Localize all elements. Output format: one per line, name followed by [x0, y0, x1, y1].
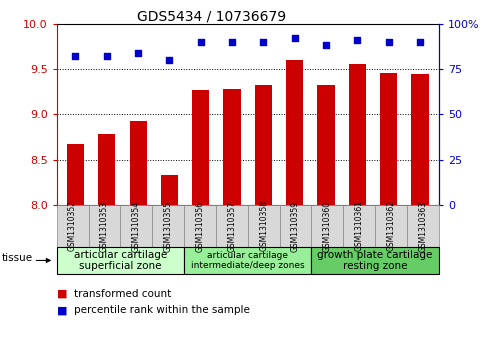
Bar [67, 144, 84, 205]
Point [322, 42, 330, 48]
Point [416, 39, 424, 45]
Point [134, 50, 142, 56]
Text: transformed count: transformed count [74, 289, 171, 299]
Point [103, 53, 111, 59]
Text: tissue: tissue [1, 253, 33, 262]
Text: GSM1310362: GSM1310362 [387, 200, 395, 252]
Text: GSM1310358: GSM1310358 [259, 200, 268, 252]
Bar [286, 60, 303, 205]
Bar [411, 74, 428, 205]
Bar [130, 121, 147, 205]
Point [385, 39, 392, 45]
Text: articular cartilage
superficial zone: articular cartilage superficial zone [74, 250, 167, 271]
Point [291, 35, 299, 41]
Bar [98, 134, 115, 205]
Text: articular cartilage
intermediate/deep zones: articular cartilage intermediate/deep zo… [191, 251, 305, 270]
Text: percentile rank within the sample: percentile rank within the sample [74, 305, 250, 315]
Bar [223, 89, 241, 205]
Bar [317, 85, 335, 205]
Text: GSM1310355: GSM1310355 [164, 200, 173, 252]
Point [166, 57, 174, 63]
Bar [192, 90, 210, 205]
Bar [380, 73, 397, 205]
Text: GSM1310363: GSM1310363 [419, 200, 427, 252]
Text: GDS5434 / 10736679: GDS5434 / 10736679 [138, 9, 286, 23]
Point [197, 39, 205, 45]
Text: GSM1310359: GSM1310359 [291, 200, 300, 252]
Bar [161, 175, 178, 205]
Bar [349, 64, 366, 205]
Text: GSM1310357: GSM1310357 [227, 200, 236, 252]
Point [228, 39, 236, 45]
Point [353, 37, 361, 43]
Text: GSM1310356: GSM1310356 [195, 200, 205, 252]
Text: GSM1310353: GSM1310353 [100, 200, 109, 252]
Text: GSM1310354: GSM1310354 [132, 200, 141, 252]
Text: GSM1310360: GSM1310360 [323, 200, 332, 252]
Text: ■: ■ [57, 289, 67, 299]
Bar [255, 85, 272, 205]
Point [71, 53, 79, 59]
Point [259, 39, 267, 45]
Text: GSM1310361: GSM1310361 [354, 200, 364, 252]
Text: GSM1310352: GSM1310352 [68, 200, 77, 252]
Text: ■: ■ [57, 305, 67, 315]
Text: growth plate cartilage
resting zone: growth plate cartilage resting zone [317, 250, 433, 271]
